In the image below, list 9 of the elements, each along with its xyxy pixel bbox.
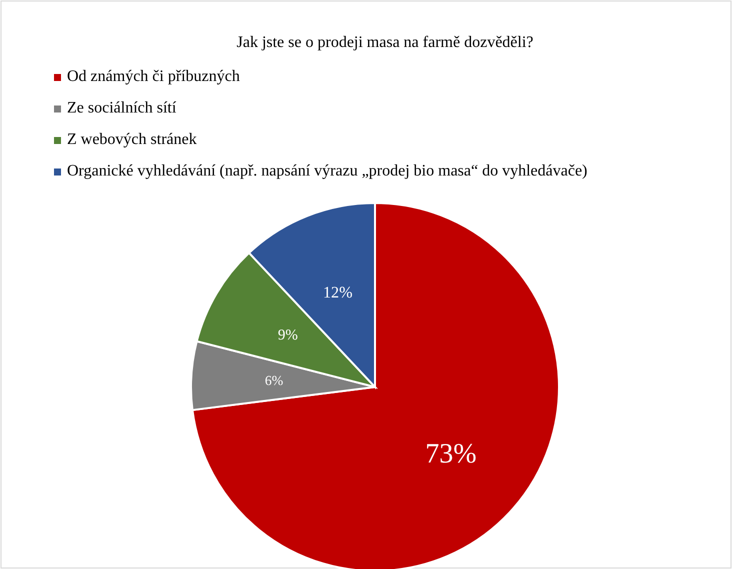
legend-label: Od známých či příbuzných (67, 68, 240, 85)
legend-label: Ze sociálních sítí (67, 100, 177, 116)
chart-title: Jak jste se o prodeji masa na farmě dozvěděli? (236, 34, 534, 51)
data-label: 9% (278, 327, 298, 344)
data-label: 73% (425, 438, 477, 470)
legend-label: Z webových stránek (67, 131, 197, 148)
data-label: 12% (322, 284, 352, 302)
legend-label: Organické vyhledávání (např. napsání výrazu „prodej bio masa“ do vyhledávače) (67, 162, 588, 180)
data-label: 6% (264, 373, 284, 388)
